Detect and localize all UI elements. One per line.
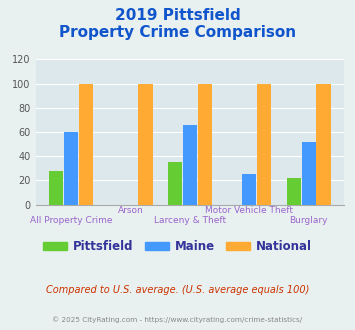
Bar [79, 83, 93, 205]
Bar [49, 171, 64, 205]
Text: Property Crime Comparison: Property Crime Comparison [59, 25, 296, 40]
Bar [316, 83, 331, 205]
Text: 2019 Pittsfield: 2019 Pittsfield [115, 8, 240, 23]
Text: Motor Vehicle Theft: Motor Vehicle Theft [205, 206, 293, 215]
Bar [168, 162, 182, 205]
Bar [302, 142, 316, 205]
Bar [198, 83, 212, 205]
Bar [242, 174, 256, 205]
Text: All Property Crime: All Property Crime [30, 216, 113, 225]
Text: Compared to U.S. average. (U.S. average equals 100): Compared to U.S. average. (U.S. average … [46, 285, 309, 295]
Bar [287, 178, 301, 205]
Bar [183, 125, 197, 205]
Legend: Pittsfield, Maine, National: Pittsfield, Maine, National [38, 236, 317, 258]
Bar [138, 83, 153, 205]
Text: Burglary: Burglary [289, 216, 328, 225]
Text: Larceny & Theft: Larceny & Theft [154, 216, 226, 225]
Text: Arson: Arson [118, 206, 143, 215]
Text: © 2025 CityRating.com - https://www.cityrating.com/crime-statistics/: © 2025 CityRating.com - https://www.city… [53, 317, 302, 323]
Bar [257, 83, 271, 205]
Bar [64, 132, 78, 205]
